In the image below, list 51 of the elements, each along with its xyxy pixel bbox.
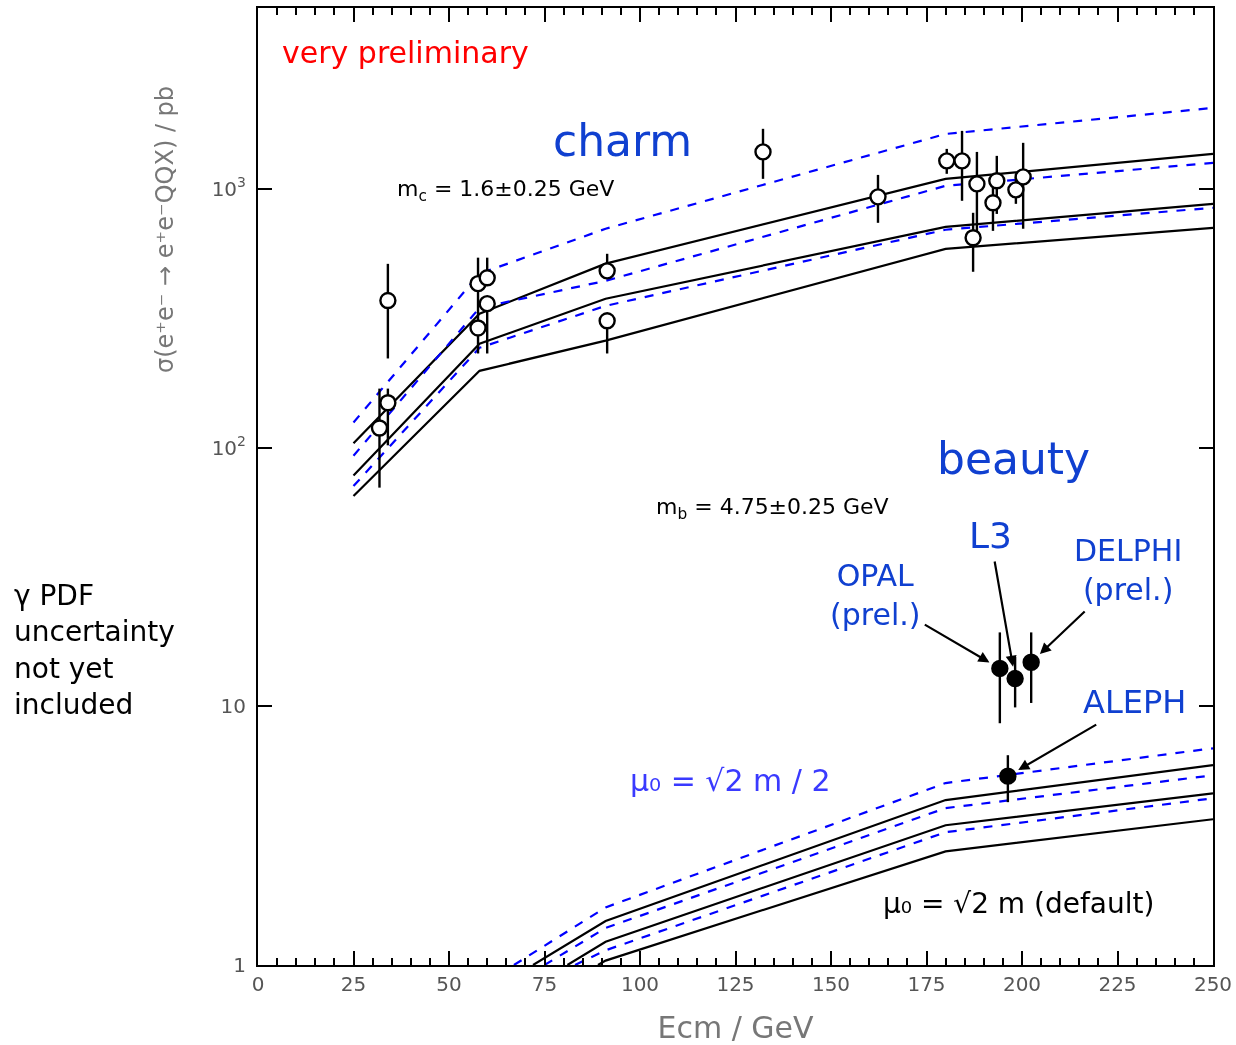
- text: γ PDF uncertainty not yet included: [14, 579, 175, 722]
- x-tick-label: 200: [1002, 972, 1042, 996]
- y-tick-label: 10: [220, 694, 246, 719]
- y-axis-title: σ(e⁺e⁻ → e⁺e⁻QQX) / pb: [151, 85, 179, 373]
- annotation: DELPHI (prel.): [1074, 533, 1183, 607]
- point: [754, 143, 772, 161]
- point: [598, 262, 616, 280]
- x-tick-label: 175: [907, 972, 946, 996]
- point: [370, 419, 389, 437]
- point: [1007, 181, 1025, 199]
- point: [469, 319, 487, 337]
- y-tick-label: 1: [233, 953, 246, 977]
- annotation: charm: [553, 115, 693, 166]
- point: [999, 767, 1017, 785]
- x-tick-label: 25: [340, 972, 367, 996]
- point: [1022, 653, 1040, 671]
- x-tick-label: 50: [436, 972, 462, 996]
- y-tick-label: 10$^{3}$: [211, 174, 246, 201]
- point: [1006, 669, 1024, 688]
- x-tick-label: 0: [251, 972, 265, 996]
- point: [938, 152, 956, 170]
- point: [991, 659, 1009, 678]
- x-tick-label: 75: [531, 972, 558, 996]
- point: [1014, 168, 1032, 186]
- point: [988, 172, 1006, 190]
- point: [379, 394, 397, 412]
- point: [953, 152, 971, 170]
- point: [379, 291, 397, 310]
- annotation: ALEPH: [1083, 683, 1187, 721]
- x-tick-label: 150: [811, 972, 851, 996]
- point: [478, 294, 496, 313]
- y-tick-label: 10$^{2}$: [211, 433, 246, 460]
- annotation: μ₀ = √2 m / 2: [630, 763, 831, 798]
- point: [598, 312, 616, 330]
- point: [984, 194, 1002, 212]
- x-tick-label: 225: [1098, 972, 1137, 996]
- x-tick-label: 100: [620, 972, 660, 996]
- annotation: beauty: [937, 433, 1091, 484]
- annotation: very preliminary: [282, 35, 529, 70]
- x-axis-title: Ecm / GeV: [657, 1010, 815, 1045]
- annotation: m$_{b}$ = 4.75±0.25 GeV: [656, 494, 889, 523]
- annotation: μ₀ = √2 m (default): [883, 887, 1155, 920]
- point: [869, 188, 887, 206]
- annotation: m$_{c}$ = 1.6±0.25 GeV: [397, 176, 615, 205]
- annotation: L3: [969, 515, 1012, 556]
- point: [478, 269, 496, 287]
- annotation: OPAL (prel.): [830, 558, 921, 632]
- x-tick-label: 250: [1193, 972, 1233, 996]
- point: [968, 175, 986, 193]
- x-tick-label: 125: [716, 972, 755, 996]
- point: [964, 229, 982, 247]
